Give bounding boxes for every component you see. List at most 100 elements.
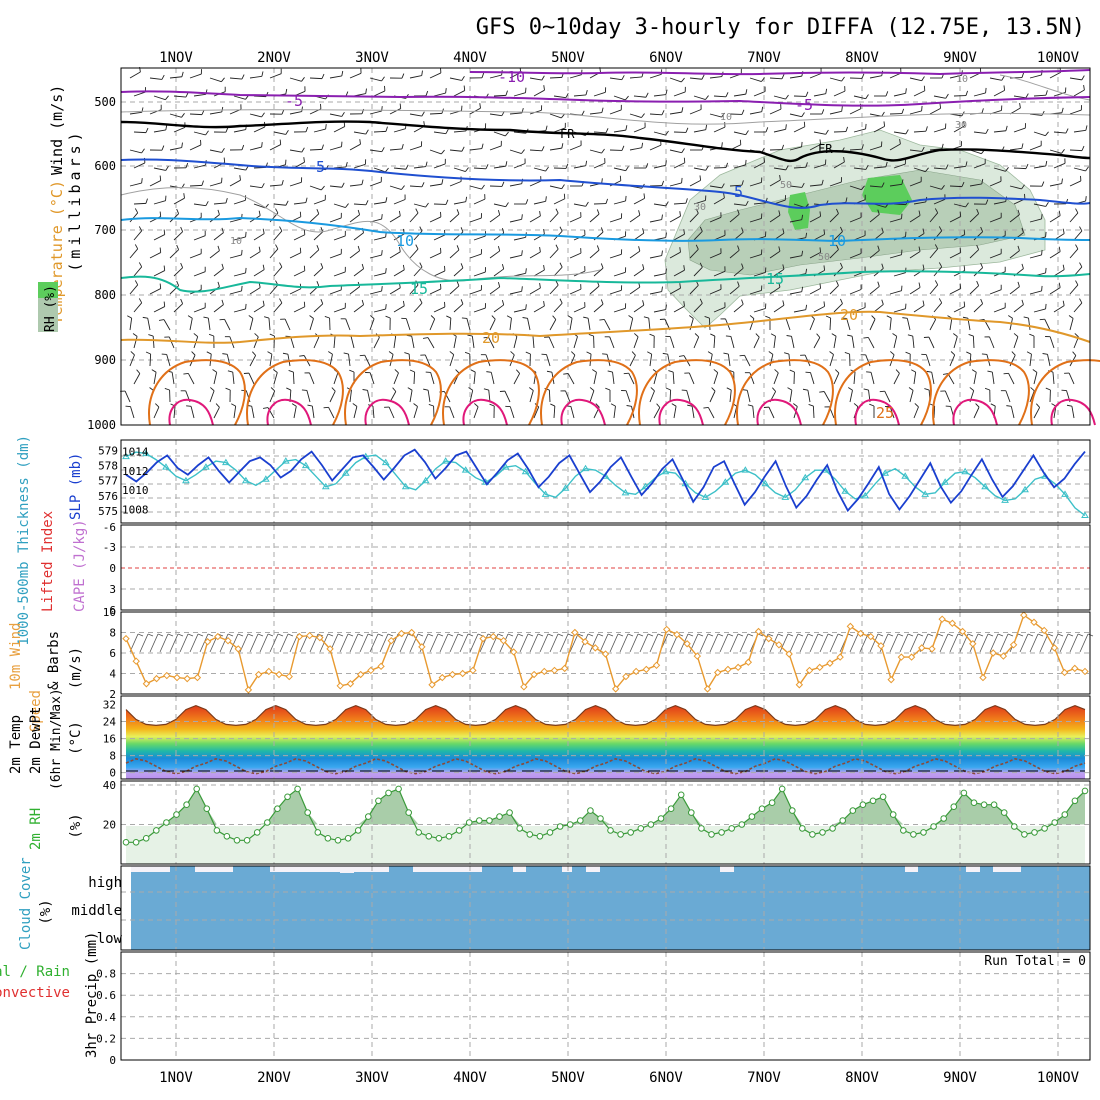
wind-barb [273, 226, 283, 241]
wind-marker [948, 619, 957, 627]
wind-barb [288, 370, 295, 385]
wind-marker [305, 631, 314, 640]
rh2m-marker [889, 811, 897, 818]
wind-barb [352, 403, 358, 419]
wind-barb [353, 129, 369, 135]
wind-barb [369, 147, 385, 153]
wind-marker [152, 674, 161, 683]
wind-barb [149, 145, 165, 151]
wind-barb [289, 147, 305, 153]
barb-10m [629, 633, 644, 653]
wind-barb [747, 404, 755, 419]
cloud-gap [340, 866, 354, 873]
wind-barb [973, 87, 987, 97]
rh2m-marker [344, 835, 352, 842]
wind-marker [520, 683, 528, 691]
ylabel-convective: Convective [0, 985, 70, 1001]
barb-10m [559, 633, 574, 653]
rh2m-marker [718, 829, 725, 836]
wind-barb [969, 208, 980, 223]
wind-barb [649, 180, 665, 187]
rh2m-marker [809, 831, 816, 838]
wind-barb [989, 284, 1002, 295]
wind-barb [212, 369, 218, 385]
panel7-grid [121, 866, 1090, 950]
isotherm-25-loop [246, 359, 344, 426]
wind-barb [133, 298, 143, 313]
wind-barb [589, 209, 600, 223]
barb-10m [359, 633, 374, 653]
wind-barb [429, 211, 442, 223]
wind-barb [161, 353, 171, 367]
label-minus10: -10 [498, 68, 525, 86]
wind-barb [773, 94, 789, 100]
wind-barb [693, 165, 709, 171]
wind-barb [269, 139, 282, 151]
rh2m-marker [980, 801, 988, 809]
wind-barb [369, 250, 383, 259]
wind-barb [609, 104, 622, 115]
barb-10m [569, 633, 584, 653]
wind-barb [844, 351, 851, 367]
barb-10m [639, 633, 654, 653]
wind-barb [749, 177, 763, 187]
wind-barb [293, 301, 306, 313]
wind-barb [921, 353, 931, 367]
panel5-tick-32: 32 [103, 699, 116, 712]
wind-barb [953, 301, 966, 313]
wind-barb [389, 73, 405, 79]
panel1-tick-500: 500 [94, 95, 116, 109]
wind-barb [1053, 300, 1065, 313]
wind-barb [860, 354, 871, 367]
barb-10m [729, 633, 744, 653]
top-date-7NOV: 7NOV [747, 50, 781, 66]
wind-barb [929, 185, 945, 190]
wind-barb [809, 247, 822, 259]
wind-barb [849, 144, 864, 151]
wind-marker [765, 634, 773, 643]
wind-barb [813, 159, 827, 169]
wind-barb [333, 266, 346, 277]
barb-10m [949, 633, 964, 653]
ylabel-cloud-cover: Cloud Cover [18, 857, 34, 950]
wind-barb [1013, 299, 1024, 313]
wind-marker [795, 681, 804, 689]
wind-barb [629, 142, 644, 151]
wind-barb [553, 298, 563, 313]
wind-barb [889, 213, 903, 223]
wind-barb [233, 267, 247, 277]
barb-10m [719, 633, 734, 653]
wind-barb [949, 283, 962, 295]
wind-barb [969, 178, 984, 187]
wind-barb [889, 138, 901, 151]
wind-barb [248, 315, 254, 331]
wind-barb [588, 333, 595, 349]
rh-contour-10-lower [120, 187, 601, 282]
rh2m-marker [708, 831, 715, 838]
wind-barb [133, 127, 149, 134]
wind-barb [249, 351, 257, 367]
wind-barb [1033, 160, 1048, 169]
wind-barb [349, 179, 364, 187]
rh2m-marker [415, 829, 423, 836]
wind-barb [249, 71, 264, 79]
wind-barb [805, 371, 815, 385]
barb-10m [1059, 633, 1074, 653]
rh2m-marker [728, 825, 736, 832]
wind-barb [193, 230, 206, 241]
ylabel-2m-dewpt: 2m DewPt [28, 707, 44, 774]
wind-barb [613, 125, 628, 133]
wind-barb [809, 139, 822, 151]
wind-barb [393, 164, 409, 170]
wind-barb [489, 315, 496, 331]
wind-barb [329, 212, 342, 223]
wind-barb [993, 125, 1008, 133]
wind-marker [652, 661, 661, 670]
wind-barb [193, 201, 209, 207]
cloud-gap [513, 866, 526, 872]
wind-barb [225, 387, 231, 403]
wind-barb [573, 201, 589, 207]
wind-barb [189, 139, 202, 151]
wind-barb [533, 300, 545, 313]
wind-barb [643, 316, 651, 331]
